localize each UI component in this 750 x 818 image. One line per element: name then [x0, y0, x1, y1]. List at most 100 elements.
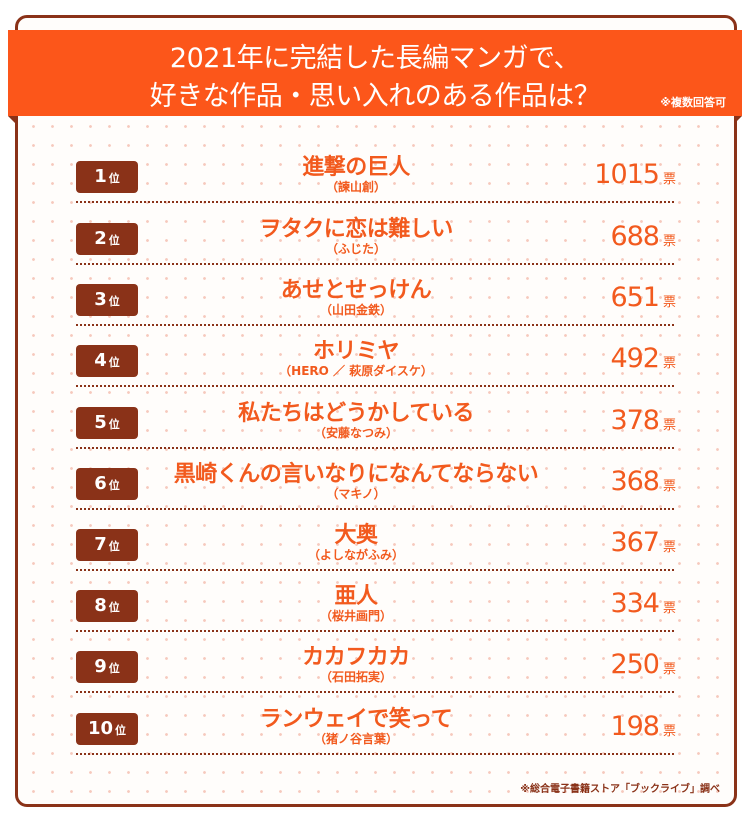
- manga-author: （桜井画門）: [319, 609, 392, 623]
- manga-title: ランウェイで笑って: [259, 707, 453, 732]
- ranking-row: 6 位 黒崎くんの言いなりになんてならない （マキノ） 368 票: [76, 452, 676, 514]
- manga-title: 大奥: [334, 523, 378, 548]
- vote-number: 651: [610, 282, 660, 313]
- vote-number: 378: [610, 405, 660, 436]
- rank-suffix: 位: [108, 295, 120, 308]
- vote-unit: 票: [662, 662, 676, 677]
- vote-number: 688: [610, 221, 660, 252]
- manga-title: カカフカカ: [302, 645, 410, 670]
- rank-number: 2: [94, 228, 107, 249]
- rank-number: 6: [94, 473, 107, 494]
- vote-count: 378 票: [610, 405, 676, 436]
- title-banner: 2021年に完結した長編マンガで、 好きな作品・思い入れのある作品は？ ※複数回…: [8, 30, 742, 116]
- vote-unit: 票: [662, 295, 676, 310]
- manga-author: （山田金鉄）: [319, 303, 392, 317]
- multiple-answers-note: ※複数回答可: [660, 96, 726, 109]
- banner-fold-left: [8, 116, 16, 124]
- manga-author: （よしながふみ）: [307, 548, 404, 562]
- ranking-row: 7 位 大奥 （よしながふみ） 367 票: [76, 513, 676, 575]
- ranking-row: 5 位 私たちはどうかしている （安藤なつみ） 378 票: [76, 391, 676, 453]
- ranking-row: 10 位 ランウェイで笑って （猪ノ谷言葉） 198 票: [76, 697, 676, 759]
- vote-count: 367 票: [610, 527, 676, 558]
- ranking-row: 9 位 カカフカカ （石田拓実） 250 票: [76, 635, 676, 697]
- title-line-1: 2021年に完結した長編マンガで、: [169, 43, 581, 74]
- vote-count: 368 票: [610, 466, 676, 497]
- vote-count: 492 票: [610, 343, 676, 374]
- manga-author: （HERO ／ 萩原ダイスケ）: [279, 364, 433, 378]
- banner-fold-right: [734, 116, 742, 124]
- vote-unit: 票: [662, 540, 676, 555]
- ranking-row: 8 位 亜人 （桜井画門） 334 票: [76, 574, 676, 636]
- rank-number: 7: [94, 534, 107, 555]
- row-divider: [76, 753, 674, 755]
- vote-unit: 票: [662, 418, 676, 433]
- vote-number: 492: [610, 343, 660, 374]
- manga-author: （石田拓実）: [319, 670, 392, 684]
- rank-suffix: 位: [108, 418, 120, 431]
- manga-author: （猪ノ谷言葉）: [313, 732, 398, 746]
- vote-unit: 票: [662, 479, 676, 494]
- row-divider: [76, 508, 674, 510]
- vote-number: 1015: [594, 159, 660, 190]
- rank-suffix: 位: [115, 724, 127, 737]
- manga-title: 亜人: [334, 584, 378, 609]
- vote-count: 334 票: [610, 588, 676, 619]
- vote-count: 688 票: [610, 221, 676, 252]
- row-divider: [76, 201, 674, 203]
- vote-unit: 票: [662, 724, 676, 739]
- manga-author: （マキノ）: [326, 487, 386, 501]
- rank-number: 8: [94, 595, 107, 616]
- rank-suffix: 位: [108, 601, 120, 614]
- row-divider: [76, 569, 674, 571]
- vote-unit: 票: [662, 172, 676, 187]
- rank-number: 1: [94, 166, 107, 187]
- ranking-row: 1 位 進撃の巨人 （諫山創） 1015 票: [76, 145, 676, 207]
- rank-badge: 10 位: [76, 713, 138, 745]
- manga-title: 私たちはどうかしている: [238, 401, 474, 426]
- vote-number: 334: [610, 588, 660, 619]
- rank-number: 9: [94, 656, 107, 677]
- rank-suffix: 位: [108, 172, 120, 185]
- row-divider: [76, 324, 674, 326]
- source-note: ※総合電子書籍ストア「ブックライブ」調べ: [520, 784, 720, 795]
- rank-number: 5: [94, 412, 107, 433]
- row-divider: [76, 447, 674, 449]
- vote-unit: 票: [662, 601, 676, 616]
- row-divider: [76, 691, 674, 693]
- vote-number: 198: [610, 711, 660, 742]
- manga-title: 進撃の巨人: [302, 155, 410, 180]
- vote-count: 651 票: [610, 282, 676, 313]
- vote-number: 368: [610, 466, 660, 497]
- vote-unit: 票: [662, 234, 676, 249]
- rank-number: 4: [94, 350, 107, 371]
- rank-suffix: 位: [108, 356, 120, 369]
- vote-count: 250 票: [610, 649, 676, 680]
- row-divider: [76, 263, 674, 265]
- vote-number: 250: [610, 649, 660, 680]
- vote-number: 367: [610, 527, 660, 558]
- rank-suffix: 位: [108, 479, 120, 492]
- ranking-row: 2 位 ヲタクに恋は難しい （ふじた） 688 票: [76, 207, 676, 269]
- row-divider: [76, 385, 674, 387]
- manga-author: （ふじた）: [325, 242, 386, 256]
- vote-count: 198 票: [610, 711, 676, 742]
- manga-title: あせとせっけん: [280, 278, 432, 303]
- vote-count: 1015 票: [594, 159, 676, 190]
- manga-author: （安藤なつみ）: [313, 426, 398, 440]
- vote-unit: 票: [662, 356, 676, 371]
- manga-title: ヲタクに恋は難しい: [259, 217, 453, 242]
- manga-title: ホリミヤ: [312, 339, 400, 364]
- rank-suffix: 位: [108, 540, 120, 553]
- row-divider: [76, 630, 674, 632]
- manga-author: （諫山創）: [325, 180, 386, 194]
- manga-title: 黒崎くんの言いなりになんてならない: [173, 462, 539, 487]
